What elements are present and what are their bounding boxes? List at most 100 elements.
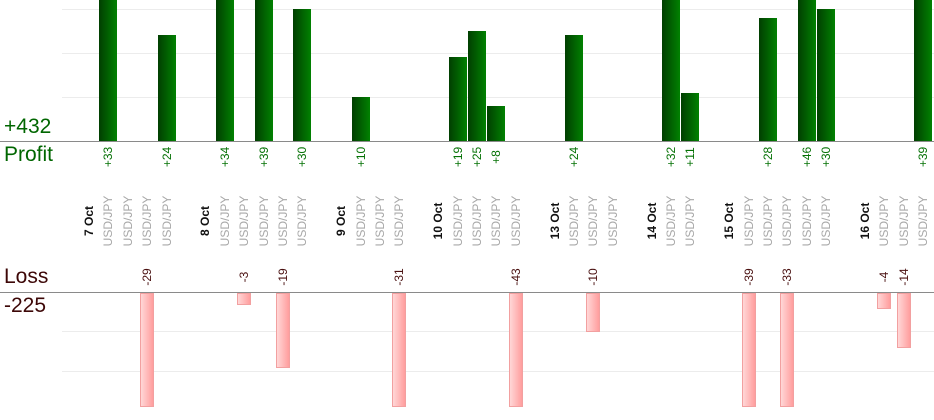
profit-bar (759, 17, 777, 141)
profit-bar (293, 9, 312, 141)
date-label: 13 Oct (547, 202, 562, 240)
loss-value-label: -33 (780, 268, 795, 286)
instrument-label: USD/JPY (120, 195, 135, 247)
instrument-label: USD/JPY (819, 195, 834, 247)
profit-bar (681, 92, 700, 141)
instrument-label: USD/JPY (896, 195, 911, 247)
profit-value-label: +24 (567, 146, 581, 168)
instrument-label: USD/JPY (761, 195, 775, 247)
profit-value-label: +30 (819, 146, 834, 168)
profit-value-label: +39 (916, 146, 931, 168)
date-label: 8 Oct (198, 205, 213, 237)
instrument-label: USD/JPY (256, 195, 271, 247)
instrument-label: USD/JPY (295, 195, 310, 247)
profit-value-label: +28 (761, 146, 775, 168)
profit-value-label: +30 (295, 146, 310, 168)
profit-value-label: +33 (101, 146, 116, 168)
loss-bar (896, 293, 911, 349)
loss-baseline (0, 292, 934, 293)
profit-value-label: +34 (217, 146, 232, 168)
loss-value-label: -19 (276, 268, 290, 286)
date-label: 7 Oct (82, 205, 96, 237)
profit-bar (468, 31, 486, 141)
profit-bar (797, 0, 816, 141)
instrument-label: USD/JPY (780, 195, 795, 247)
instrument-label: USD/JPY (489, 195, 504, 247)
instrument-label: USD/JPY (140, 195, 155, 247)
profit-value-label: +25 (470, 146, 484, 168)
profit-bar (351, 97, 370, 141)
profit-value-label: +11 (683, 147, 698, 167)
profit-bar (448, 57, 467, 141)
instrument-label: USD/JPY (683, 195, 698, 247)
instrument-label: USD/JPY (217, 195, 232, 247)
instrument-label: USD/JPY (159, 195, 174, 247)
profit-bar (99, 0, 118, 141)
loss-total-label: -225 (4, 294, 47, 317)
loss-value-label: -3 (237, 271, 252, 283)
instrument-label: USD/JPY (392, 195, 407, 247)
loss-value-label: -39 (741, 268, 756, 286)
loss-bar (392, 293, 407, 407)
instrument-label: USD/JPY (916, 195, 931, 247)
profit-bar (157, 35, 176, 141)
instrument-label: USD/JPY (276, 195, 290, 247)
instrument-label: USD/JPY (237, 195, 252, 247)
loss-value-label: -14 (896, 268, 911, 286)
profit-value-label: +10 (353, 146, 368, 168)
profit-value-label: +32 (664, 146, 678, 168)
loss-value-label: -31 (392, 268, 407, 286)
instrument-label: USD/JPY (605, 195, 620, 247)
loss-value-label: -4 (877, 271, 892, 283)
instrument-label: USD/JPY (470, 195, 484, 247)
profit-bar (914, 0, 933, 141)
loss-bar (586, 293, 601, 333)
instrument-label: USD/JPY (664, 195, 678, 247)
profit-total-label: +432 (4, 115, 52, 138)
profit-bar (817, 9, 836, 141)
loss-value-label: -29 (140, 268, 155, 286)
profit-value-label: +19 (450, 146, 465, 168)
loss-bar (237, 293, 252, 305)
profit-baseline (0, 141, 934, 142)
instrument-label: USD/JPY (799, 195, 814, 247)
loss-gridline (62, 370, 934, 372)
instrument-label: USD/JPY (877, 195, 892, 247)
profit-axis-label: Profit (4, 143, 54, 166)
instrument-label: USD/JPY (508, 195, 523, 247)
date-label: 9 Oct (334, 205, 349, 237)
instrument-label: USD/JPY (741, 195, 756, 247)
loss-bar (140, 293, 155, 407)
instrument-label: USD/JPY (373, 195, 387, 247)
profit-value-label: +8 (489, 150, 504, 164)
instrument-label: USD/JPY (586, 195, 601, 247)
instrument-label: USD/JPY (567, 195, 581, 247)
profit-gridline (62, 9, 934, 10)
loss-bar (780, 293, 795, 407)
loss-gridline (62, 331, 934, 333)
loss-bar (276, 293, 290, 368)
loss-value-label: -10 (586, 268, 601, 286)
profit-value-label: +24 (159, 146, 174, 168)
instrument-label: USD/JPY (450, 195, 465, 247)
profit-gridline (62, 97, 934, 98)
profit-bar (662, 0, 680, 141)
instrument-label: USD/JPY (353, 195, 368, 247)
loss-bar (741, 293, 756, 407)
profit-bar (487, 105, 506, 141)
profit-bar (215, 0, 234, 141)
date-label: 14 Oct (644, 202, 659, 240)
loss-bar (508, 293, 523, 407)
profit-bar (565, 35, 583, 141)
profit-value-label: +39 (256, 146, 271, 168)
date-label: 16 Oct (858, 202, 872, 240)
instrument-label: USD/JPY (101, 195, 116, 247)
profit-bar (254, 0, 273, 141)
profit-value-label: +46 (799, 146, 814, 168)
loss-value-label: -43 (508, 268, 523, 286)
date-label: 10 Oct (431, 202, 446, 240)
profit-gridline (62, 53, 934, 54)
loss-axis-label: Loss (4, 265, 49, 288)
date-label: 15 Oct (722, 202, 737, 240)
